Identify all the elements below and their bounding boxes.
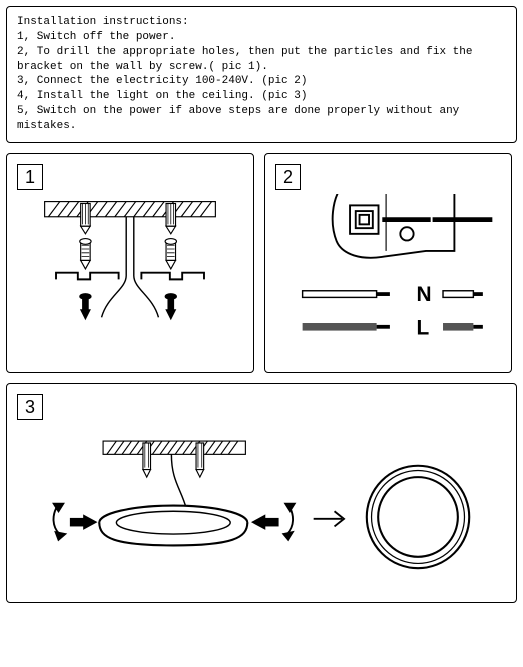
step1-diagram xyxy=(17,194,243,360)
instructions-panel: Installation instructions: 1, Switch off… xyxy=(6,6,517,143)
live-label: L xyxy=(416,316,429,339)
instructions-text: Installation instructions: 1, Switch off… xyxy=(17,15,506,134)
instruction-step: 4, Install the light on the ceiling. (pi… xyxy=(17,89,506,104)
instruction-step: 1, Switch off the power. xyxy=(17,30,506,45)
instruction-step: 2, To drill the appropriate holes, then … xyxy=(17,45,506,75)
step3-number: 3 xyxy=(17,394,43,420)
step2-panel: 2 xyxy=(264,153,512,373)
step2-diagram: N L xyxy=(275,194,501,360)
step1-panel: 1 xyxy=(6,153,254,373)
step3-panel: 3 xyxy=(6,383,517,603)
instructions-title: Installation instructions: xyxy=(17,15,506,30)
steps-row: 1 xyxy=(6,153,517,383)
step2-number: 2 xyxy=(275,164,301,190)
step3-diagram xyxy=(17,424,506,590)
neutral-label: N xyxy=(416,283,431,306)
ceiling-install-icon xyxy=(17,424,506,590)
wiring-icon: N L xyxy=(275,194,501,360)
instruction-step: 5, Switch on the power if above steps ar… xyxy=(17,104,506,134)
bracket-mounting-icon xyxy=(17,194,243,360)
step1-number: 1 xyxy=(17,164,43,190)
instruction-step: 3, Connect the electricity 100-240V. (pi… xyxy=(17,74,506,89)
